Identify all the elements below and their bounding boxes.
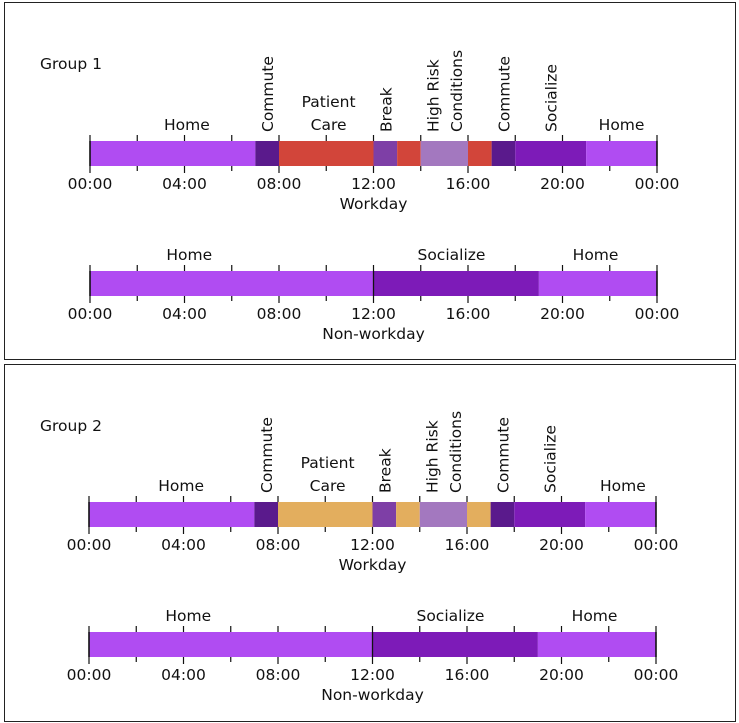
- time-tick-label: 12:00: [350, 536, 395, 554]
- activity-label: Break: [377, 87, 395, 132]
- activity-label: Break: [376, 448, 394, 493]
- segment-high-risk: [420, 141, 468, 166]
- time-tick-label: 04:00: [161, 536, 206, 554]
- time-tick-label: 20:00: [540, 175, 585, 193]
- activity-label: Conditions: [448, 50, 466, 132]
- time-tick-label: 08:00: [257, 175, 302, 193]
- time-tick-label: 16:00: [446, 175, 491, 193]
- time-tick-label: 16:00: [445, 536, 490, 554]
- activity-label: Commute: [494, 417, 512, 493]
- segment-commute: [490, 502, 515, 527]
- time-tick-label: 20:00: [540, 305, 585, 323]
- activity-label: Home: [600, 477, 646, 495]
- nonworkday-axis-label: Non-workday: [322, 325, 425, 343]
- segment-home: [585, 502, 656, 527]
- workday-axis-label: Workday: [340, 195, 408, 213]
- segment-socialize: [515, 141, 587, 166]
- activity-label: High Risk: [424, 420, 442, 493]
- activity-label: Home: [166, 246, 212, 264]
- segment-patient-care: [396, 502, 420, 527]
- time-tick-label: 00:00: [68, 175, 113, 193]
- activity-label: Care: [311, 116, 347, 134]
- time-tick-label: 12:00: [351, 175, 396, 193]
- group-2-diagram: Group 2 00:00 04:00 08:00 12:00 16:00 20:00 00:…: [40, 411, 678, 704]
- activity-label: Conditions: [447, 411, 465, 493]
- activity-label: Home: [573, 246, 619, 264]
- segment-break: [372, 502, 397, 527]
- segment-high-risk: [419, 502, 467, 527]
- time-tick-label: 16:00: [446, 305, 491, 323]
- workday-axis-label: Workday: [339, 556, 407, 574]
- time-tick-label: 00:00: [67, 536, 112, 554]
- activity-label: Care: [310, 477, 346, 495]
- activity-label: Socialize: [416, 607, 484, 625]
- segment-break: [373, 141, 398, 166]
- time-tick-label: 16:00: [445, 666, 490, 684]
- activity-label: Home: [158, 477, 204, 495]
- segment-socialize: [514, 502, 586, 527]
- time-tick-label: 08:00: [256, 666, 301, 684]
- group-2-panel: [4, 364, 736, 722]
- activity-label: Socialize: [543, 64, 561, 132]
- activity-label: Commute: [259, 56, 277, 132]
- time-tick-label: 04:00: [162, 175, 207, 193]
- time-tick-label: 00:00: [634, 666, 679, 684]
- segment-patient-care: [397, 141, 421, 166]
- nonworkday-axis-label: Non-workday: [321, 686, 424, 704]
- time-tick-label: 12:00: [350, 666, 395, 684]
- activity-label: Home: [599, 116, 645, 134]
- activity-label: Home: [572, 607, 618, 625]
- activity-label: Patient: [301, 454, 355, 472]
- segment-patient-care: [278, 502, 373, 527]
- segment-commute: [255, 141, 279, 166]
- time-tick-label: 04:00: [162, 305, 207, 323]
- time-tick-label: 12:00: [351, 305, 396, 323]
- segment-commute: [491, 141, 516, 166]
- activity-label: Commute: [258, 417, 276, 493]
- group-title: Group 2: [40, 417, 102, 435]
- segment-home: [89, 632, 373, 657]
- segment-home: [89, 502, 255, 527]
- segment-patient-care: [467, 502, 491, 527]
- activity-label: Home: [164, 116, 210, 134]
- time-tick-label: 00:00: [635, 175, 680, 193]
- time-tick-label: 08:00: [257, 305, 302, 323]
- group-1-diagram: Group 1 00:00 04:00 08:00 12:00 16:00 20:00 00:…: [40, 50, 679, 343]
- group-title: Group 1: [40, 55, 102, 73]
- segment-patient-care: [279, 141, 374, 166]
- activity-label: Commute: [495, 56, 513, 132]
- segment-home: [538, 271, 657, 296]
- segment-patient-care: [468, 141, 492, 166]
- time-tick-label: 20:00: [539, 536, 584, 554]
- activity-label: High Risk: [425, 59, 443, 132]
- time-tick-label: 00:00: [67, 666, 112, 684]
- segment-home: [537, 632, 656, 657]
- segment-socialize: [372, 632, 538, 657]
- time-tick-label: 08:00: [256, 536, 301, 554]
- time-tick-label: 00:00: [68, 305, 113, 323]
- segment-socialize: [373, 271, 539, 296]
- time-tick-label: 20:00: [539, 666, 584, 684]
- segment-commute: [254, 502, 278, 527]
- segment-home: [90, 271, 374, 296]
- segment-home: [90, 141, 256, 166]
- activity-label: Socialize: [417, 246, 485, 264]
- activity-label: Home: [165, 607, 211, 625]
- time-tick-label: 00:00: [634, 536, 679, 554]
- activity-label: Socialize: [542, 425, 560, 493]
- segment-home: [586, 141, 657, 166]
- group-1-panel: [4, 2, 736, 360]
- time-tick-label: 04:00: [161, 666, 206, 684]
- activity-label: Patient: [302, 93, 356, 111]
- time-tick-label: 00:00: [635, 305, 680, 323]
